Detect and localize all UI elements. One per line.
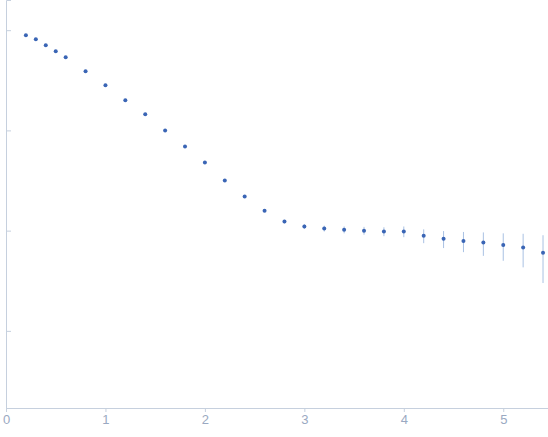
data-point	[402, 230, 406, 234]
data-point	[461, 239, 465, 243]
x-tick: 1	[102, 408, 109, 427]
x-tick: 5	[500, 408, 507, 427]
x-tick-label: 0	[3, 412, 10, 427]
data-point	[143, 112, 147, 116]
data-point	[123, 98, 127, 102]
data-point	[24, 33, 28, 37]
data-point	[223, 179, 227, 183]
x-tick-label: 1	[102, 412, 109, 427]
data-point	[263, 209, 267, 213]
y-tick-mark	[6, 231, 11, 232]
y-tick	[6, 30, 11, 31]
y-tick-mark	[6, 331, 11, 332]
x-tick: 3	[301, 408, 308, 427]
x-axis-line	[7, 409, 548, 413]
plot-area	[24, 33, 545, 283]
x-tick-label: 5	[500, 412, 507, 427]
x-tick-label: 2	[202, 412, 209, 427]
data-point	[34, 37, 38, 41]
data-point	[382, 230, 386, 234]
data-point	[103, 83, 107, 87]
x-tick-label: 3	[301, 412, 308, 427]
data-point	[163, 128, 167, 132]
data-point	[342, 228, 346, 232]
data-point	[54, 49, 58, 53]
x-tick: 4	[401, 408, 408, 427]
y-tick	[6, 130, 11, 131]
data-point	[422, 234, 426, 238]
data-point	[501, 243, 505, 247]
data-point	[362, 229, 366, 233]
data-point	[84, 69, 88, 73]
data-point	[44, 43, 48, 47]
error-bar	[523, 234, 524, 268]
chart: 0 1 2 3 4 5	[0, 0, 548, 437]
data-point	[541, 251, 545, 255]
data-point	[481, 241, 485, 245]
data-point	[64, 55, 68, 59]
data-point	[322, 227, 326, 231]
y-tick-mark	[6, 130, 11, 131]
x-tick: 0	[3, 408, 10, 427]
data-point	[203, 160, 207, 164]
y-tick	[6, 331, 11, 332]
data-point	[302, 224, 306, 228]
y-tick	[6, 231, 11, 232]
y-axis	[6, 1, 11, 409]
data-point	[183, 144, 187, 148]
y-tick-mark	[6, 30, 11, 31]
x-tick: 2	[202, 408, 209, 427]
error-bar	[543, 235, 544, 283]
x-axis: 0 1 2 3 4 5	[3, 408, 548, 427]
data-point	[243, 195, 247, 199]
data-point	[282, 220, 286, 224]
data-point	[442, 237, 446, 241]
x-tick-label: 4	[401, 412, 408, 427]
data-point	[521, 245, 525, 249]
error-bar	[503, 233, 504, 260]
y-axis-line	[7, 1, 12, 409]
